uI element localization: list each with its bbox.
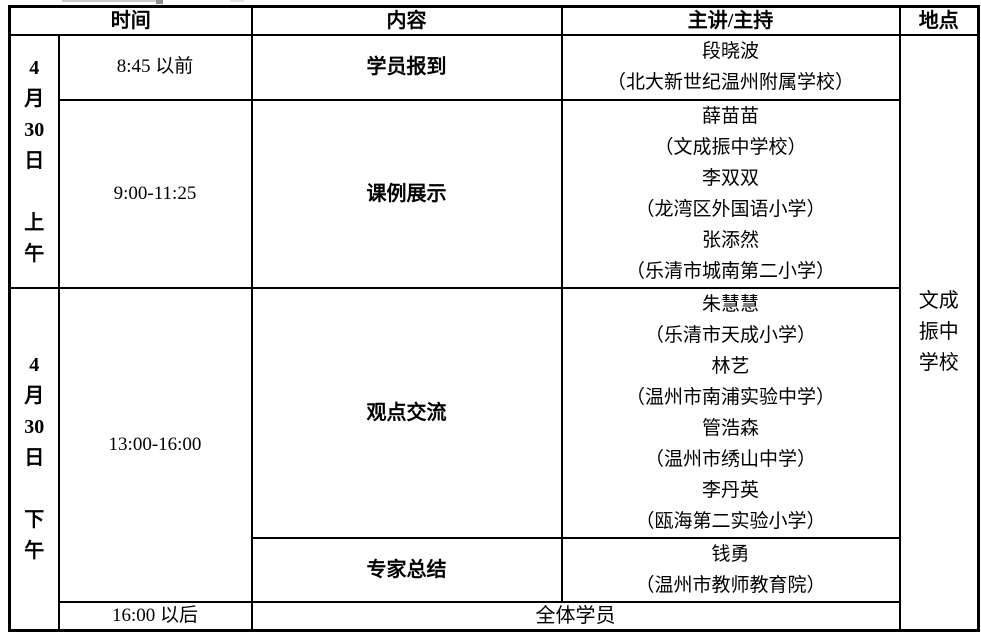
screenshot-crop-artifact bbox=[230, 0, 244, 2]
speaker-lesson-demo: 薛苗苗 （文成振中学校） 李双双 （龙湾区外国语小学） 张添然 （乐清市城南第二小学） bbox=[560, 98, 901, 289]
header-time: 时间 bbox=[8, 5, 253, 36]
time-afternoon: 13:00-16:00 bbox=[57, 286, 253, 603]
date-cell-morning: 4 月 30 日 上午 bbox=[8, 33, 60, 289]
content-lesson-demo: 课例展示 bbox=[250, 98, 563, 289]
row-registration: 4 月 30 日 上午 8:45 以前 学员报到 段晓波 （北大新世纪温州附属学校） 文… bbox=[8, 33, 980, 632]
row-departure: 16:00 以后 全体学员 bbox=[10, 600, 979, 632]
content-viewpoint-exchange: 观点交流 bbox=[250, 286, 563, 539]
all-trainees-cell: 全体学员 bbox=[250, 600, 901, 632]
speaker-viewpoint-exchange: 朱慧慧 （乐清市天成小学） 林艺 （温州市南浦实验中学） 管浩森 （温州市绣山中学） 李丹英… bbox=[560, 286, 901, 539]
speaker-expert-summary: 钱勇 （温州市教师教育院） bbox=[560, 536, 901, 603]
location-cell: 文成 振中 学校 bbox=[898, 33, 980, 632]
content-registration: 学员报到 bbox=[250, 33, 563, 101]
time-departure: 16:00 以后 bbox=[57, 600, 253, 632]
time-lesson-demo: 9:00-11:25 bbox=[57, 98, 253, 289]
row-viewpoint-exchange: 4 月 30 日 下午 13:00-16:00 观点交流 朱慧慧 （乐清市天成小学） 林艺… bbox=[8, 286, 979, 632]
header-row: 时间 内容 主讲/主持 地点 bbox=[8, 5, 980, 36]
schedule-table: 时间 内容 主讲/主持 地点 4 月 30 日 上午 8:45 以前 学员报到 段晓波… bbox=[8, 5, 980, 632]
screenshot-crop-artifact bbox=[62, 0, 160, 2]
speaker-registration: 段晓波 （北大新世纪温州附属学校） bbox=[560, 33, 901, 101]
content-expert-summary: 专家总结 bbox=[250, 536, 563, 603]
time-registration: 8:45 以前 bbox=[57, 33, 253, 101]
row-expert-summary: 专家总结 钱勇 （温州市教师教育院） bbox=[10, 536, 979, 603]
header-location: 地点 bbox=[898, 5, 980, 36]
screenshot-crop-artifact bbox=[156, 0, 163, 4]
row-lesson-demo: 9:00-11:25 课例展示 薛苗苗 （文成振中学校） 李双双 （龙湾区外国语小学）… bbox=[10, 98, 979, 289]
date-cell-afternoon: 4 月 30 日 下午 bbox=[8, 286, 60, 632]
header-speaker: 主讲/主持 bbox=[560, 5, 901, 36]
header-content: 内容 bbox=[250, 5, 563, 36]
